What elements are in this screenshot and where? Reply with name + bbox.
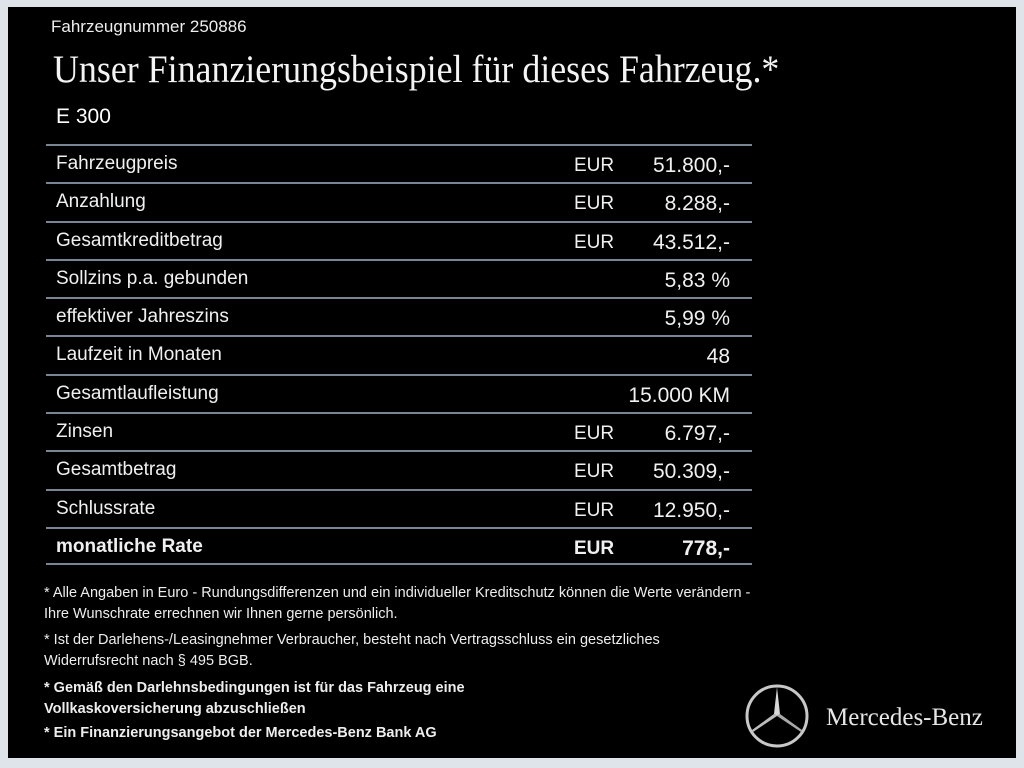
row-label: Gesamtkreditbetrag (56, 229, 223, 251)
note-1: * Alle Angaben in Euro - Rundungsdiffere… (44, 585, 751, 622)
row-value: 48 (706, 345, 730, 369)
table-row: Gesamtkreditbetrag EUR 43.512,- (46, 220, 752, 259)
financing-panel: Fahrzeugnummer 250886 Unser Finanzierung… (8, 7, 1016, 758)
note-3: * Gemäß den Darlehnsbedingungen ist für … (44, 680, 465, 717)
row-value: 5,99 % (664, 307, 730, 331)
table-row: Schlussrate EUR 12.950,- (46, 488, 752, 527)
row-currency: EUR (574, 231, 615, 253)
row-currency: EUR (574, 461, 615, 483)
model-name: E 300 (56, 105, 111, 128)
row-value: 51.800,- (652, 154, 730, 177)
row-value: 778,- (682, 536, 730, 560)
table-row: Laufzeit in Monaten 48 (46, 335, 752, 373)
vehicle-number: Fahrzeugnummer 250886 (51, 17, 247, 36)
row-label: Sollzins p.a. gebunden (56, 267, 249, 289)
table-row: Zinsen EUR 6.797,- (46, 412, 752, 450)
row-currency: EUR (574, 537, 615, 559)
row-currency: EUR (574, 499, 615, 521)
row-label: effektiver Jahreszins (56, 306, 229, 328)
row-currency: EUR (574, 423, 615, 445)
row-label: monatliche Rate (56, 535, 203, 557)
financing-table: Fahrzeugpreis EUR 51.800,- Anzahlung EUR 8.28… (46, 144, 752, 566)
table-row: monatliche Rate EUR 778,- (46, 526, 752, 566)
row-label: Anzahlung (56, 191, 146, 213)
row-value: 50.309,- (652, 460, 730, 484)
row-value: 8.288,- (664, 192, 730, 216)
table-row: Gesamtlaufleistung 15.000 KM (46, 373, 752, 412)
row-label: Gesamtlaufleistung (56, 382, 219, 404)
note-4: * Ein Finanzierungsangebot der Mercedes-… (44, 725, 437, 741)
table-row: effektiver Jahreszins 5,99 % (46, 297, 752, 335)
row-value: 15.000 KM (628, 383, 730, 407)
row-currency: EUR (574, 155, 615, 176)
row-label: Schlussrate (56, 497, 156, 519)
table-row: Anzahlung EUR 8.288,- (46, 182, 752, 220)
row-currency: EUR (574, 193, 615, 215)
page-title: Unser Finanzierungsbeispiel für dieses F… (53, 48, 780, 91)
row-label: Zinsen (56, 421, 114, 443)
table-row: Gesamtbetrag EUR 50.309,- (46, 450, 752, 488)
mercedes-star-icon (745, 684, 809, 748)
note-2: * Ist der Darlehens-/Leasingnehmer Verbr… (44, 632, 660, 669)
row-label: Gesamtbetrag (56, 459, 177, 481)
row-value: 6.797,- (664, 422, 730, 446)
table-row: Fahrzeugpreis EUR 51.800,- (46, 144, 752, 182)
table-row: Sollzins p.a. gebunden 5,83 % (46, 258, 752, 297)
row-value: 43.512,- (652, 230, 730, 254)
brand-name: Mercedes-Benz (826, 704, 983, 731)
row-label: Laufzeit in Monaten (56, 344, 222, 366)
row-value: 5,83 % (664, 268, 730, 292)
row-label: Fahrzeugpreis (56, 153, 178, 174)
row-value: 12.950,- (652, 498, 730, 522)
